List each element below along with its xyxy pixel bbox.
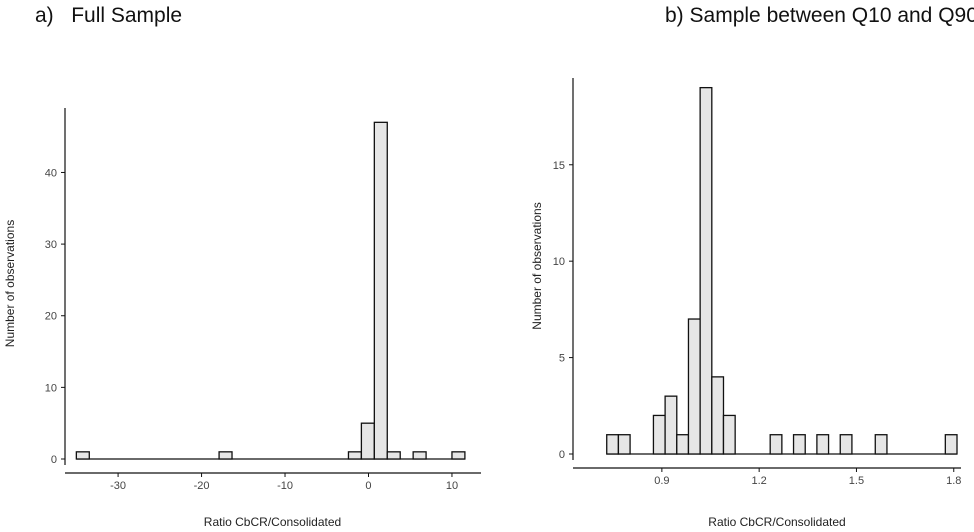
histogram-bar [699,86,713,455]
panel-b-title-text: Sample between Q10 and Q90 [689,4,974,27]
x-tick-label: 0.9 [654,475,669,487]
histogram-bar [676,434,690,455]
y-tick-label: 20 [45,311,57,323]
y-tick-label: 10 [45,382,57,394]
y-tick-label: 0 [559,449,565,461]
y-tick-label: 15 [553,160,565,172]
panel-a-prefix: a) [35,4,54,27]
histogram-full-sample: 0 10 20 30 40 -30 -20 -10 0 10 Ratio CbCR/Consolid… [3,108,481,529]
y-axis-title: Number of observations [530,202,544,329]
x-tick-label: 1.8 [946,475,961,487]
histogram-bar [664,395,678,455]
histogram-bar [451,451,466,460]
x-tick-label: -20 [194,480,210,492]
histogram-bar [839,434,853,455]
histogram-bar [687,318,701,455]
panel-a-title: a) Full Sample [35,4,182,28]
histogram-bar [373,121,388,460]
histogram-bar [218,451,233,460]
histogram-bar [386,451,401,460]
y-axis-title: Number of observations [3,220,17,347]
y-tick-label: 10 [553,256,565,268]
histogram-bar [722,414,736,455]
x-axis-title: Ratio CbCR/Consolidated [708,515,845,529]
x-tick-label: 1.5 [849,475,864,487]
y-tick-label: 5 [559,353,565,365]
x-tick-label: 0 [365,480,371,492]
histogram-bar [816,434,830,455]
histogram-bar [75,451,90,460]
histogram-bar [360,422,375,460]
x-tick-label: 10 [446,480,458,492]
panel-b-title: b) Sample between Q10 and Q90 [665,4,974,28]
histogram-q10-q90: 0 5 10 15 0.9 1.2 1.5 1.8 Ratio CbCR/Consolidate… [530,78,961,529]
y-tick-label: 0 [51,454,57,466]
y-tick-label: 30 [45,239,57,251]
y-tick-label: 40 [45,167,57,179]
histogram-bar [711,376,725,455]
histogram-bar [652,414,666,455]
histogram-bar [606,434,620,455]
histogram-bar [944,434,958,455]
histogram-bar [792,434,806,455]
histogram-bar [617,434,631,455]
x-axis-title: Ratio CbCR/Consolidated [204,515,341,529]
histogram-bar [769,434,783,455]
histogram-bar [874,434,888,455]
panel-b-prefix: b) [665,4,684,27]
histogram-bar [347,451,363,460]
x-tick-label: -10 [277,480,293,492]
histogram-bar [412,451,427,460]
panel-a-title-text: Full Sample [71,4,183,27]
x-tick-label: 1.2 [752,475,767,487]
x-tick-label: -30 [110,480,126,492]
